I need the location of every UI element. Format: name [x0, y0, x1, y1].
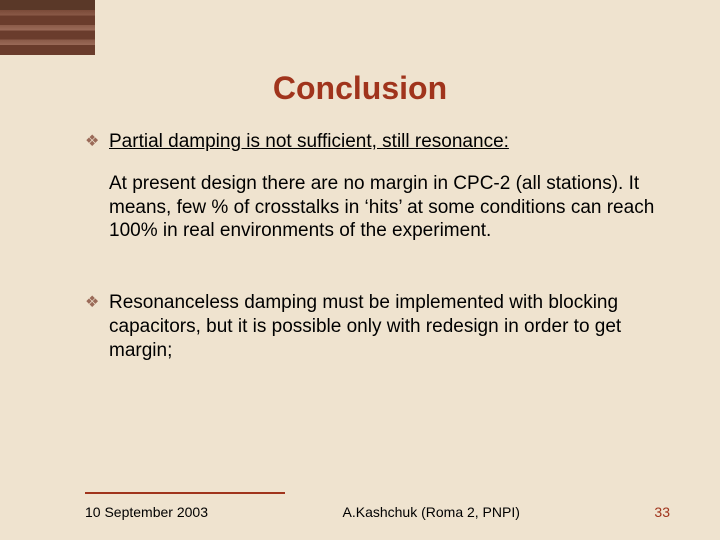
slide-content: Partial damping is not sufficient, still… [85, 130, 660, 366]
diamond-bullet-icon [85, 133, 103, 151]
corner-decoration [0, 0, 95, 55]
footer-author: A.Kashchuk (Roma 2, PNPI) [343, 504, 520, 520]
bullet-heading: Partial damping is not sufficient, still… [109, 130, 509, 154]
bullet-item: Resonanceless damping must be implemente… [85, 291, 660, 362]
footer-page-number: 33 [654, 504, 670, 520]
bullet-paragraph: At present design there are no margin in… [109, 172, 660, 243]
bullet-heading: Resonanceless damping must be implemente… [109, 291, 660, 362]
footer-divider [85, 492, 285, 494]
bullet-item: Partial damping is not sufficient, still… [85, 130, 660, 154]
slide-footer: 10 September 2003 A.Kashchuk (Roma 2, PN… [85, 504, 670, 520]
footer-date: 10 September 2003 [85, 504, 208, 520]
slide-title: Conclusion [0, 70, 720, 107]
diamond-bullet-icon [85, 294, 103, 312]
